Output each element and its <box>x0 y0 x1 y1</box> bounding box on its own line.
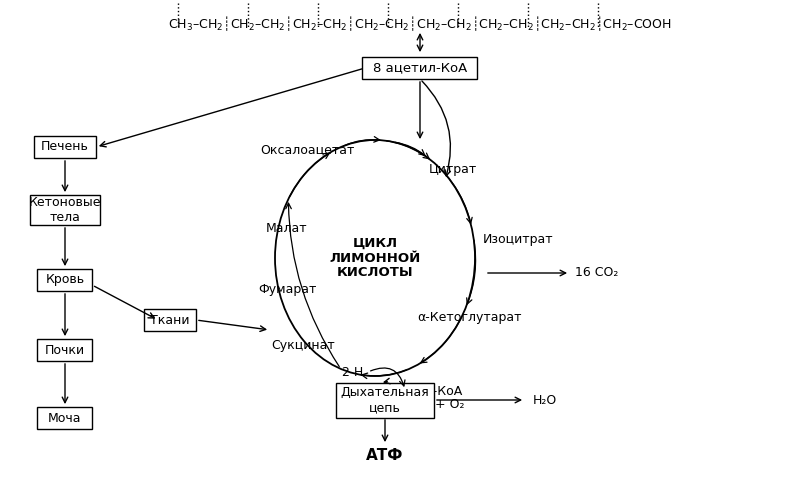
Text: α-Кетоглутарат: α-Кетоглутарат <box>418 311 522 325</box>
Text: 8 ацетил-КоА: 8 ацетил-КоА <box>373 61 467 75</box>
Bar <box>144 309 196 331</box>
Text: + O₂: + O₂ <box>435 398 465 411</box>
Bar <box>30 195 100 225</box>
Bar <box>336 383 434 417</box>
Text: ЦИКЛ
ЛИМОННОЙ
КИСЛОТЫ: ЦИКЛ ЛИМОННОЙ КИСЛОТЫ <box>329 237 421 280</box>
Text: Кровь: Кровь <box>45 274 84 287</box>
Text: 2 H: 2 H <box>343 365 363 379</box>
Text: H₂O: H₂O <box>533 394 557 406</box>
Text: Печень: Печень <box>41 141 89 153</box>
Text: CH$_3$–CH$_2$┊CH$_2$–CH$_2$┊CH$_2$–CH$_2$┊CH$_2$–CH$_2$┊CH$_2$–CH$_2$┊CH$_2$–CH$: CH$_3$–CH$_2$┊CH$_2$–CH$_2$┊CH$_2$–CH$_2… <box>168 14 672 33</box>
Bar <box>37 269 92 291</box>
Text: АТФ: АТФ <box>367 447 404 462</box>
Text: Малат: Малат <box>266 221 308 235</box>
Text: Цитрат: Цитрат <box>429 163 477 177</box>
Text: 16 CO₂: 16 CO₂ <box>575 266 618 280</box>
Text: Кетоновые
тела: Кетоновые тела <box>29 196 101 224</box>
Bar <box>37 339 92 361</box>
Text: Изоцитрат: Изоцитрат <box>483 234 554 247</box>
Ellipse shape <box>275 140 475 376</box>
Text: Почки: Почки <box>45 344 85 356</box>
Text: Сукцинат: Сукцинат <box>271 340 335 352</box>
Text: Оксалоацетат: Оксалоацетат <box>260 144 354 156</box>
Bar <box>37 407 92 429</box>
Text: Сукцинил-КоА: Сукцинил-КоА <box>368 385 462 397</box>
Text: Ткани: Ткани <box>151 313 190 327</box>
Text: Фумарат: Фумарат <box>257 284 316 297</box>
Bar <box>363 57 477 79</box>
Text: Моча: Моча <box>49 411 82 425</box>
Bar <box>34 136 96 158</box>
Text: Дыхательная
цепь: Дыхательная цепь <box>340 386 430 414</box>
